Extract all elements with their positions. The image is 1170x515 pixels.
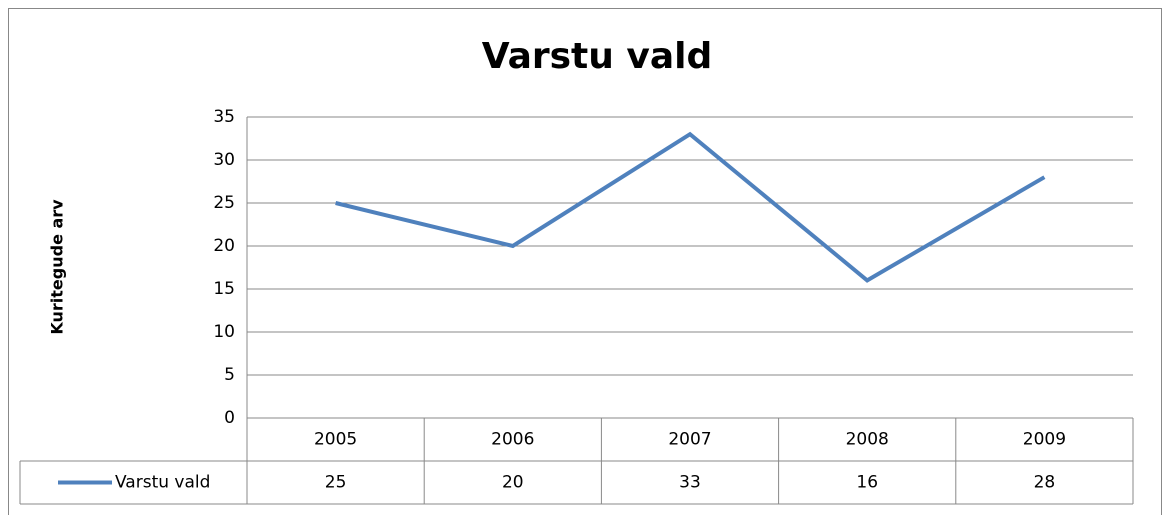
x-tick-label: 2009: [1023, 430, 1066, 450]
table-value: 25: [325, 473, 347, 493]
y-tick-label: 30: [213, 150, 235, 170]
y-tick-label: 0: [224, 408, 235, 428]
y-tick-label: 10: [213, 322, 235, 342]
table-value: 20: [502, 473, 524, 493]
line-series: [335, 131, 1046, 283]
chart-border: [8, 8, 1162, 515]
y-tick-label: 5: [224, 365, 235, 385]
y-tick-label: 25: [213, 193, 235, 213]
x-tick-label: 2007: [668, 430, 711, 450]
table-value: 16: [856, 473, 878, 493]
y-tick-label: 15: [213, 279, 235, 299]
legend-label: Varstu vald: [115, 473, 210, 493]
table-value: 33: [679, 473, 701, 493]
x-tick-label: 2005: [314, 430, 357, 450]
y-tick-label: 20: [213, 236, 235, 256]
y-axis-label: Kuritegude arv: [48, 199, 67, 335]
y-tick-label: 35: [213, 107, 235, 127]
x-tick-label: 2006: [491, 430, 534, 450]
table-value: 28: [1034, 473, 1056, 493]
x-tick-label: 2008: [846, 430, 889, 450]
chart-title: Varstu vald: [482, 36, 713, 77]
